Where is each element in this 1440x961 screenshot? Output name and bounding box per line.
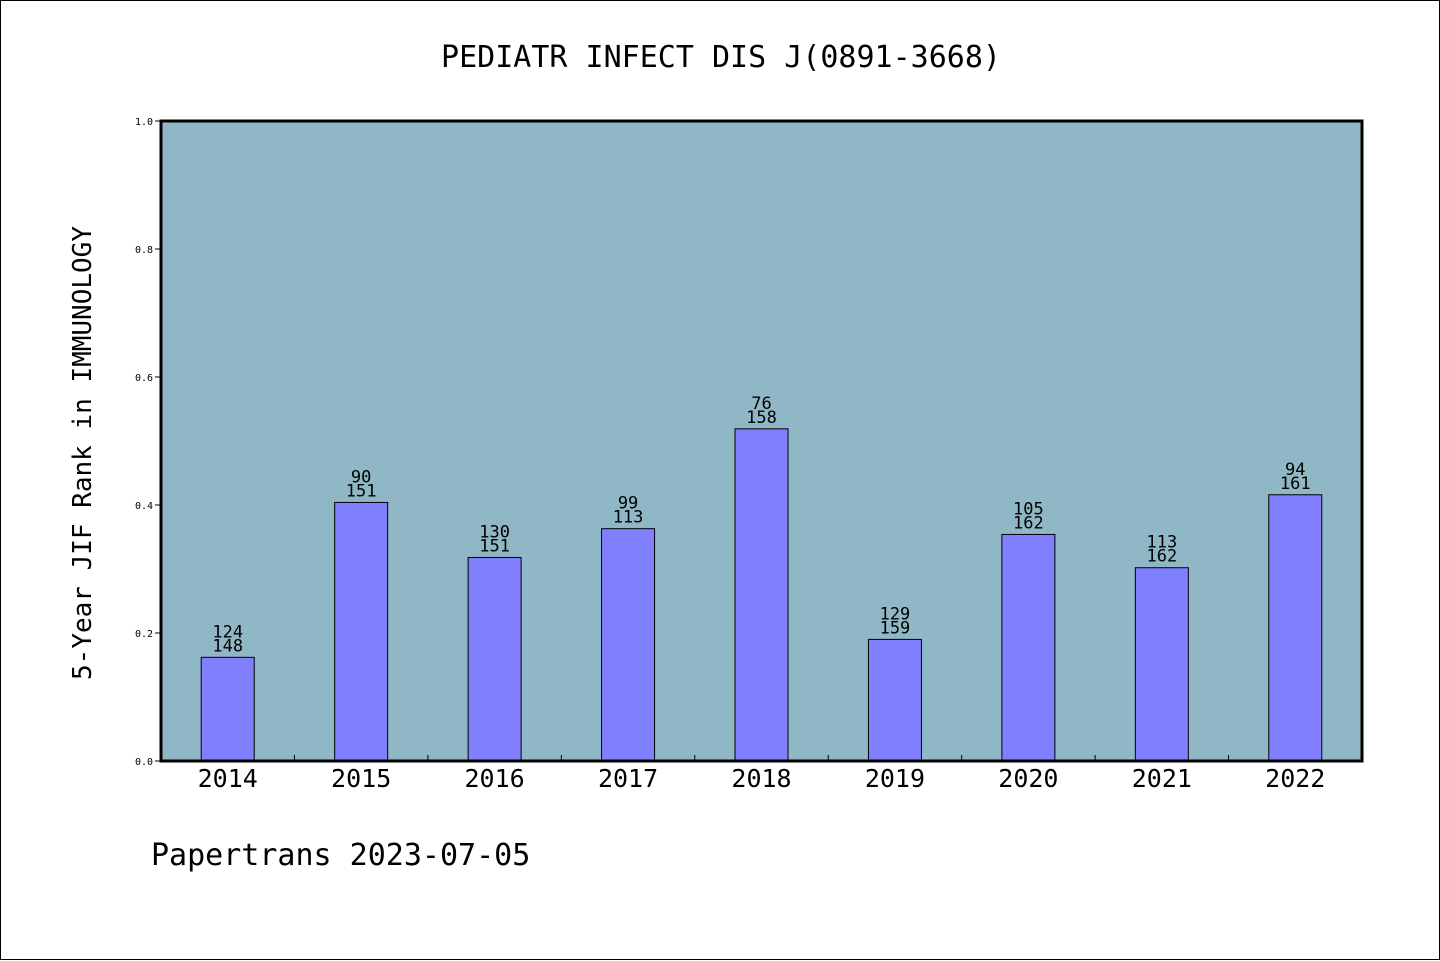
x-tick-label: 2020	[998, 764, 1058, 793]
footer-credit: Papertrans 2023-07-05	[151, 838, 530, 873]
bar-total-label: 162	[1013, 513, 1044, 533]
x-tick-label: 2019	[865, 764, 925, 793]
plot-border	[159, 119, 1364, 763]
bar-total-label: 158	[746, 408, 777, 428]
x-tick-label: 2018	[731, 764, 791, 793]
bar-2017	[601, 528, 656, 762]
y-tick-label: 0.4	[135, 501, 153, 512]
bar-total-label: 159	[880, 618, 911, 638]
bar-total-label: 161	[1280, 474, 1311, 494]
bar-2020	[1001, 533, 1056, 762]
bar-rank-label: 90	[351, 467, 371, 487]
x-tick-label: 2021	[1132, 764, 1192, 793]
bar-rank-label: 94	[1285, 460, 1305, 480]
x-tick-label: 2014	[198, 764, 258, 793]
y-tick-label: 1.0	[135, 117, 153, 128]
bar-2015	[334, 501, 389, 762]
bar-2018	[734, 428, 789, 762]
x-tick-label: 2017	[598, 764, 658, 793]
x-tick-label: 2022	[1265, 764, 1325, 793]
x-tick-label: 2015	[331, 764, 391, 793]
y-tick-label: 0.6	[135, 373, 153, 384]
bar-rank-label: 99	[618, 494, 638, 514]
chart-title: PEDIATR INFECT DIS J(0891-3668)	[441, 40, 1001, 75]
bar-rank-label: 130	[479, 522, 510, 542]
y-axis-label: 5-Year JIF Rank in IMMUNOLOGY	[68, 226, 98, 680]
bar-rank-label: 129	[880, 604, 911, 624]
x-axis: 2014 2015 2016 2017 2018 2019 2020 2021 2022	[198, 755, 1325, 793]
bar-total-label: 148	[212, 636, 243, 656]
bar-rank-label: 76	[751, 394, 771, 414]
bar-total-label: 151	[479, 536, 510, 556]
x-tick-label: 2016	[465, 764, 525, 793]
bar-2016	[467, 556, 522, 762]
bar-total-label: 162	[1146, 547, 1177, 567]
bar-2021	[1134, 567, 1189, 762]
bar-total-label: 151	[346, 481, 377, 501]
bar-2022	[1268, 494, 1323, 762]
y-axis: 0.0 0.2 0.4 0.6 0.8 1.0	[135, 117, 161, 768]
y-tick-label: 0.8	[135, 245, 153, 256]
bar-rank-label: 124	[212, 622, 243, 642]
bar-rank-label: 105	[1013, 499, 1044, 519]
bars-layer: 1241489015113015199113761581291591051621…	[200, 394, 1323, 762]
y-tick-label: 0.2	[135, 629, 153, 640]
y-tick-label: 0.0	[135, 757, 153, 768]
bar-2019	[867, 638, 922, 762]
bar-2014	[200, 656, 255, 762]
bar-total-label: 113	[613, 508, 644, 528]
bar-rank-label: 113	[1146, 533, 1177, 553]
